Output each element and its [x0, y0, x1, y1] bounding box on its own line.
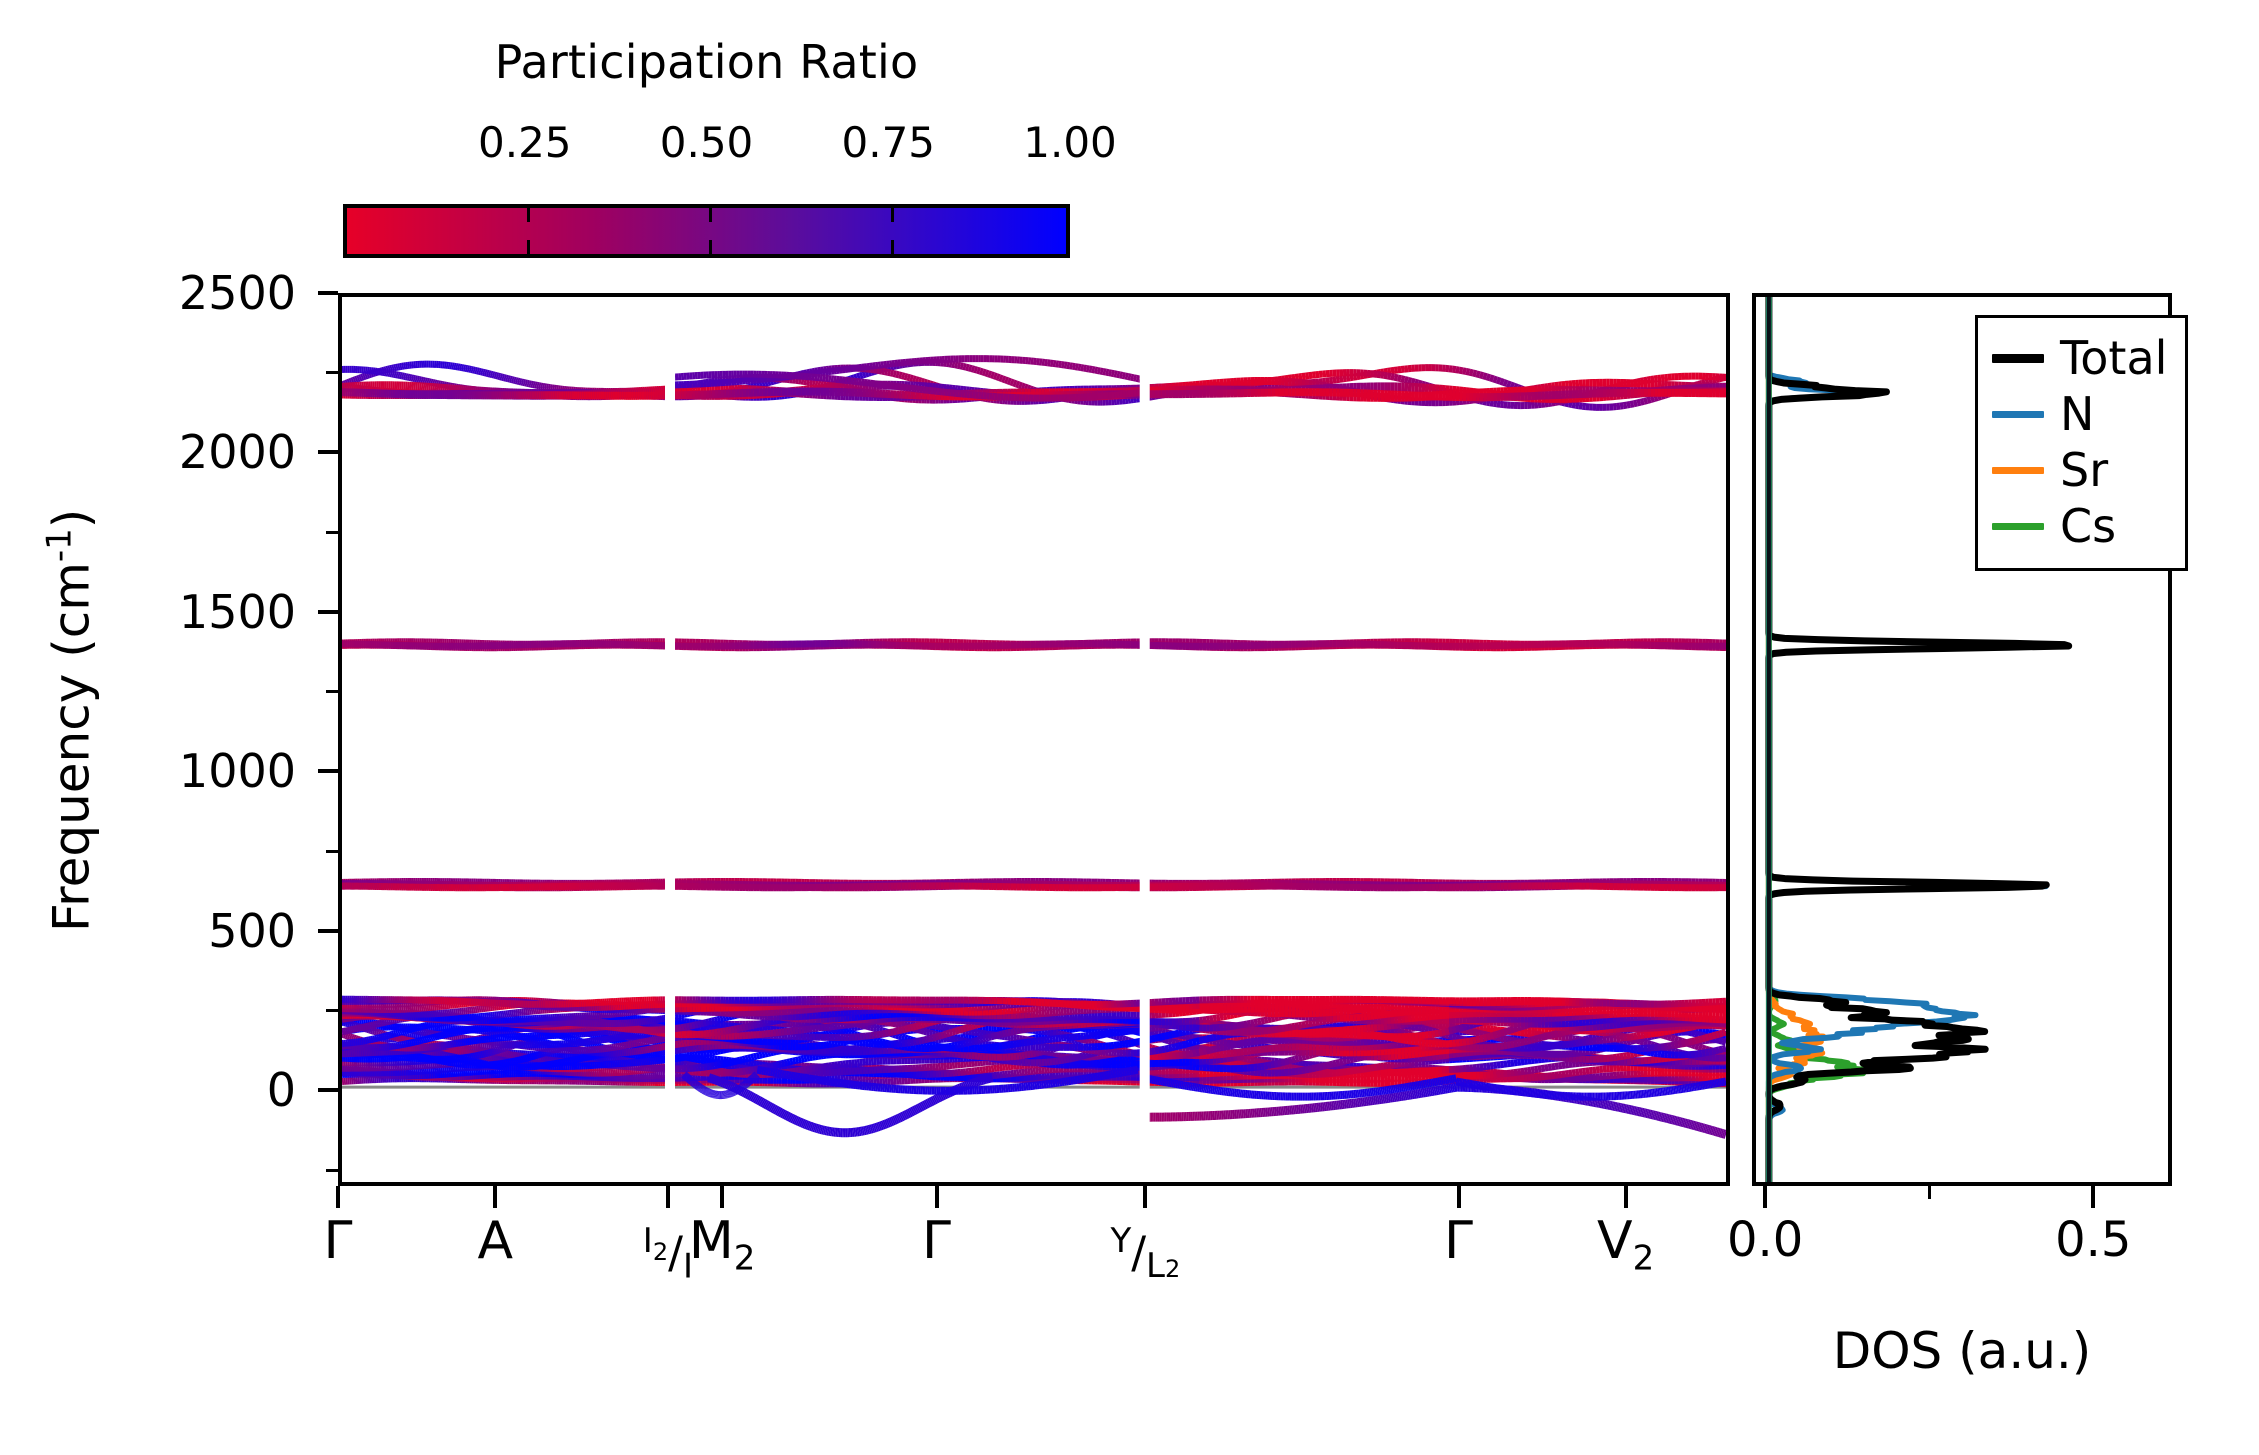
- colorbar-tick-0: 0.25: [478, 118, 572, 167]
- colorbar-tick-mark: [709, 240, 712, 254]
- legend-swatch-n: [1992, 410, 2044, 418]
- colorbar-tick-mark: [890, 208, 894, 222]
- y-minor-tick-mark: [326, 690, 338, 694]
- band-x-tick-mark-2: [665, 1186, 670, 1208]
- y-minor-tick-mark: [326, 1168, 338, 1172]
- colorbar-tick-3: 1.00: [1023, 118, 1117, 167]
- y-tick-mark: [318, 450, 338, 455]
- band-x-tick-label-0: Γ: [324, 1212, 353, 1270]
- colorbar-tick-mark: [527, 240, 531, 254]
- legend-entry-total: Total: [1992, 330, 2167, 386]
- band-x-tick-label-4: Γ: [922, 1212, 951, 1270]
- colorbar-tick-mark: [709, 208, 712, 222]
- legend-swatch-total: [1992, 353, 2044, 363]
- dos-x-tick-label-0: 0.0: [1727, 1212, 1803, 1268]
- band-x-tick-label-6: Γ: [1444, 1212, 1473, 1270]
- legend-entry-n: N: [1992, 386, 2167, 442]
- y-tick-mark: [318, 1088, 338, 1093]
- band-x-tick-mark-7: [1623, 1186, 1628, 1208]
- legend-label-total: Total: [2060, 334, 2167, 382]
- legend-label-cs: Cs: [2060, 502, 2116, 550]
- dos-x-tick-mark-0: [1763, 1186, 1768, 1208]
- band-x-axis-ticks: [336, 1186, 1730, 1246]
- band-x-tick-label-3: M2: [689, 1212, 756, 1287]
- band-x-tick-mark-1: [493, 1186, 498, 1208]
- dos-legend: Total N Sr Cs: [1975, 315, 2189, 571]
- dos-x-tick-label-1: 0.5: [2055, 1212, 2131, 1268]
- y-tick-label-1500: 1500: [179, 585, 296, 639]
- dos-x-tick-mark-1: [2091, 1186, 2096, 1208]
- band-x-tick-mark-3: [720, 1186, 725, 1208]
- legend-swatch-cs: [1992, 522, 2044, 530]
- y-tick-mark: [318, 609, 338, 614]
- colorbar-gradient: [347, 208, 1066, 254]
- colorbar-title: Participation Ratio: [343, 36, 1070, 88]
- y-tick-label-500: 500: [208, 904, 296, 958]
- y-tick-label-2500: 2500: [179, 266, 296, 320]
- y-tick-label-2000: 2000: [179, 425, 296, 479]
- y-minor-tick-mark: [326, 1009, 338, 1013]
- colorbar-tick-labels: 0.25 0.50 0.75 1.00: [343, 118, 1117, 167]
- band-x-axis-labels: Γ A I2/I M2 Γ Y/L2 Γ V2: [324, 1212, 1730, 1332]
- band-x-tick-mark-5: [1143, 1186, 1148, 1208]
- y-tick-label-1000: 1000: [179, 744, 296, 798]
- participation-ratio-colorbar: [343, 204, 1070, 258]
- y-tick-mark: [318, 928, 338, 933]
- legend-swatch-sr: [1992, 466, 2044, 474]
- band-x-tick-label-2: I2/I: [643, 1212, 693, 1295]
- y-axis-ticks: 0 500 1000 1500 2000 2500: [0, 0, 318, 1455]
- dos-x-axis-ticks: [1752, 1186, 2172, 1246]
- y-minor-tick-mark: [326, 530, 338, 534]
- dos-canvas: [1765, 297, 2073, 1182]
- band-x-tick-label-1: A: [477, 1212, 513, 1270]
- band-x-tick-mark-6: [1456, 1186, 1461, 1208]
- band-x-tick-mark-4: [934, 1186, 939, 1208]
- band-x-tick-label-7: V2: [1597, 1212, 1654, 1287]
- y-tick-mark: [318, 291, 338, 295]
- legend-entry-sr: Sr: [1992, 442, 2167, 498]
- dos-x-minor-tick-mark: [1927, 1186, 1931, 1199]
- legend-label-n: N: [2060, 390, 2094, 438]
- colorbar-tick-mark: [890, 240, 894, 254]
- band-structure-canvas: [342, 297, 1726, 1182]
- y-tick-mark: [318, 769, 338, 774]
- dos-x-axis-labels: 0.0 0.5: [1727, 1212, 2172, 1282]
- phonon-band-structure-plot: [338, 293, 1730, 1186]
- y-minor-tick-mark: [326, 849, 338, 853]
- band-x-tick-mark-0: [336, 1186, 340, 1208]
- colorbar-tick-2: 0.75: [841, 118, 935, 167]
- y-tick-label-0: 0: [267, 1063, 296, 1117]
- band-x-tick-label-5: Y/L2: [1110, 1212, 1180, 1298]
- colorbar-tick-1: 0.50: [660, 118, 754, 167]
- y-minor-tick-mark: [326, 371, 338, 375]
- legend-entry-cs: Cs: [1992, 498, 2167, 554]
- dos-x-axis-title: DOS (a.u.): [1752, 1322, 2172, 1380]
- legend-label-sr: Sr: [2060, 446, 2108, 494]
- colorbar-tick-mark: [527, 208, 531, 222]
